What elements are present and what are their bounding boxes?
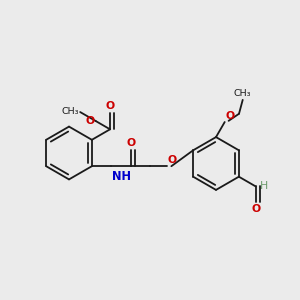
Text: O: O — [226, 111, 235, 121]
Text: CH₃: CH₃ — [61, 107, 79, 116]
Text: O: O — [251, 204, 260, 214]
Text: O: O — [168, 155, 177, 165]
Text: O: O — [126, 138, 135, 148]
Text: H: H — [260, 181, 268, 190]
Text: NH: NH — [112, 170, 131, 183]
Text: O: O — [106, 101, 115, 111]
Text: CH₃: CH₃ — [234, 89, 251, 98]
Text: O: O — [85, 116, 94, 126]
